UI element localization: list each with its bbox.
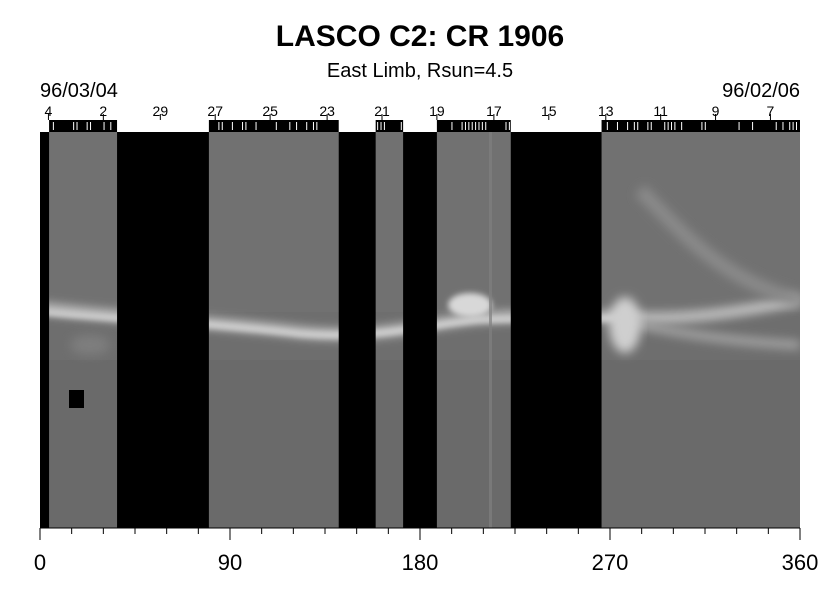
start-date-label: 96/03/04 [40, 80, 118, 102]
day-label-10: 13 [598, 103, 614, 119]
cme-brightening [609, 297, 641, 353]
day-label-3: 27 [207, 103, 223, 119]
day-label-12: 9 [712, 103, 720, 119]
strip-gap-4 [510, 120, 602, 132]
day-label-5: 23 [319, 103, 335, 119]
x-tick-label-3: 270 [592, 550, 629, 575]
missing-block [69, 390, 84, 408]
bright-patch [448, 293, 492, 317]
data-gaps [40, 132, 602, 528]
day-label-7: 19 [429, 103, 445, 119]
day-label-13: 7 [767, 103, 775, 119]
day-label-6: 21 [374, 103, 390, 119]
observation-strip [40, 120, 800, 132]
artifact-stripe [489, 132, 492, 528]
chart-subtitle: East Limb, Rsun=4.5 [326, 60, 514, 82]
strip-gap-0 [40, 120, 50, 132]
strip-gap-3 [403, 120, 437, 132]
day-label-11: 11 [653, 103, 668, 119]
day-label-1: 2 [99, 103, 107, 119]
x-tick-label-4: 360 [782, 550, 819, 575]
streamer-lower-branch [619, 316, 800, 349]
x-tick-label-2: 180 [402, 550, 439, 575]
day-label-8: 17 [486, 103, 502, 119]
streamer-upper-arc [635, 185, 800, 307]
day-label-9: 15 [541, 103, 557, 119]
data-gap-3 [403, 132, 437, 528]
end-date-label: 96/02/06 [722, 80, 800, 102]
x-tick-label-0: 0 [34, 550, 46, 575]
chart-title: LASCO C2: CR 1906 [275, 20, 565, 53]
data-gap-2 [338, 132, 376, 528]
day-label-0: 4 [45, 103, 53, 119]
data-gap-1 [117, 132, 209, 528]
x-tick-label-1: 90 [218, 550, 242, 575]
data-gap-0 [40, 132, 50, 528]
x-axis-ticks: 0 90 180 270 360 [34, 528, 818, 575]
strip-gap-1 [117, 120, 209, 132]
day-label-2: 29 [153, 103, 169, 119]
day-label-4: 25 [262, 103, 278, 119]
day-labels: 4 2 29 27 25 23 21 19 17 15 13 11 9 7 [45, 103, 775, 120]
data-gap-4 [510, 132, 602, 528]
strip-gap-2 [338, 120, 376, 132]
